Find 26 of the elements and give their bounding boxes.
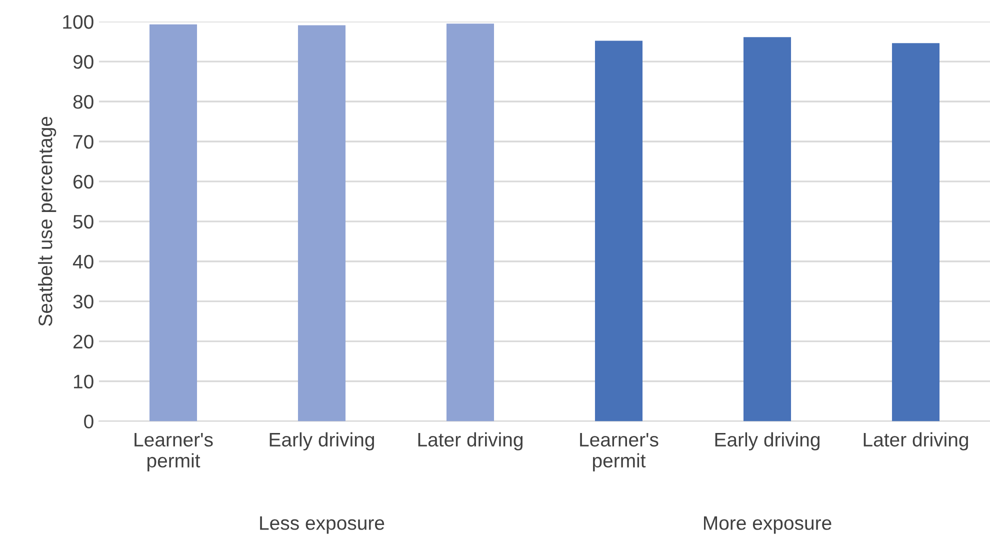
x-tick-label: Early driving [270, 432, 374, 450]
y-tick-label: 0 [84, 414, 94, 428]
x-tick-label: Later driving [864, 432, 968, 450]
bar [594, 40, 643, 422]
y-tick-label: 90 [73, 55, 94, 69]
bar [298, 25, 346, 422]
x-tick-label: Later driving [418, 432, 522, 450]
y-tick-label: 50 [73, 214, 94, 229]
text: Less exposure [260, 516, 384, 534]
y-axis-title: Seatbelt use percentage [38, 116, 56, 326]
bar [892, 43, 940, 422]
y-tick-label: 70 [74, 134, 94, 149]
y-tick-label: 10 [74, 374, 94, 388]
y-tick-label: 60 [74, 174, 94, 189]
y-tick-label: 80 [73, 94, 94, 109]
y-tick-label: 40 [72, 254, 94, 269]
y-tick-label: 20 [73, 334, 94, 349]
x-tick-label: Learner's permit [134, 433, 213, 472]
bar [149, 24, 198, 422]
bar [743, 37, 792, 422]
y-tick-label: 30 [73, 294, 94, 309]
bar [446, 24, 494, 422]
x-tick-label: Early driving [715, 432, 820, 450]
x-tick-label: Learner's permit [580, 433, 658, 472]
y-tick-label: 100 [63, 15, 94, 29]
text: More exposure [704, 516, 832, 534]
